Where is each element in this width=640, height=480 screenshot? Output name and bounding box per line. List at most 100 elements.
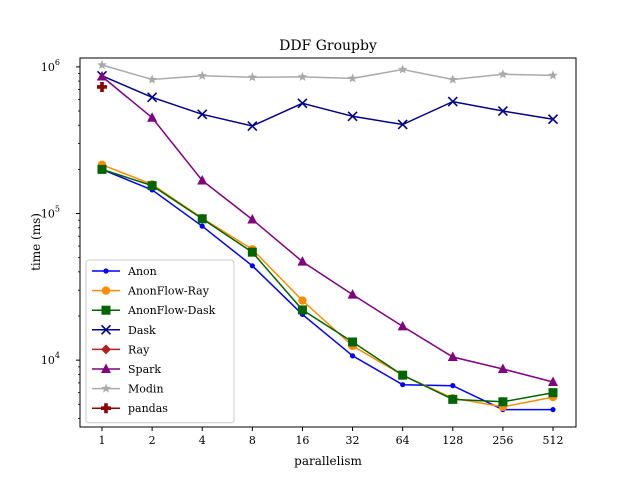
data-point — [100, 324, 112, 335]
data-point — [547, 114, 559, 125]
data-point — [297, 98, 308, 109]
x-tick-label: 8 — [249, 434, 256, 447]
data-point — [400, 382, 406, 388]
data-point — [97, 60, 107, 70]
legend-box — [85, 259, 235, 424]
legend-label: AnonFlow-Ray — [127, 285, 210, 298]
data-point — [447, 351, 458, 362]
data-point — [497, 363, 508, 374]
y-axis-label: time (ms) — [29, 213, 43, 271]
legend-label: pandas — [128, 402, 168, 415]
data-point — [147, 112, 158, 122]
legend-entry: AnonFlow-Ray — [92, 285, 210, 298]
legend-entry: Dask — [92, 324, 156, 337]
data-point — [498, 69, 508, 79]
legend-label: Spark — [128, 363, 161, 376]
data-point — [249, 263, 255, 269]
legend-entry: AnonFlow-Dask — [92, 304, 216, 317]
series-line — [101, 168, 554, 403]
series-pandas — [97, 81, 107, 92]
x-tick-label: 64 — [396, 434, 410, 447]
data-point — [397, 119, 408, 130]
legend: Anon AnonFlow-Ray AnonFlow-Dask Dask Ray Spar… — [85, 259, 235, 424]
legend-label: Modin — [128, 383, 164, 396]
data-point — [297, 256, 308, 266]
data-point — [348, 337, 358, 347]
series-line — [101, 75, 554, 383]
y-tick-label: 106 — [41, 58, 60, 74]
data-point — [450, 383, 456, 389]
data-point — [101, 363, 111, 373]
data-point — [548, 388, 558, 398]
data-point — [147, 92, 158, 103]
data-point — [97, 71, 107, 81]
data-point — [447, 96, 458, 107]
legend-entry: pandas — [92, 402, 168, 415]
data-point — [497, 105, 508, 117]
x-tick-label: 1 — [99, 434, 106, 447]
legend-label: AnonFlow-Dask — [127, 304, 216, 317]
x-tick-label: 512 — [543, 434, 564, 447]
data-point — [101, 286, 111, 295]
x-tick-label: 16 — [295, 434, 309, 447]
data-point — [347, 289, 358, 299]
legend-label: Anon — [127, 265, 157, 278]
data-point — [97, 164, 107, 174]
data-point — [247, 72, 258, 82]
data-point — [397, 320, 408, 331]
data-point — [448, 394, 458, 404]
data-point — [199, 223, 205, 229]
data-point — [247, 214, 258, 224]
x-tick-label: 32 — [346, 434, 360, 447]
data-point — [347, 73, 358, 83]
data-point — [298, 296, 307, 305]
data-point — [101, 403, 111, 414]
axes: 1 2 4 8 16 32 64 128 256 512 104 105 106 — [41, 58, 564, 447]
legend-entry: Ray — [92, 343, 150, 356]
data-point — [103, 268, 109, 274]
data-point — [347, 111, 358, 122]
y-tick-label: 105 — [41, 205, 60, 221]
data-point — [147, 181, 157, 191]
series-line — [101, 75, 554, 127]
legend-label: Ray — [128, 343, 150, 356]
data-point — [297, 71, 308, 81]
legend-entry: Anon — [92, 265, 157, 278]
chart-title: DDF Groupby — [279, 38, 377, 54]
plot-area — [96, 60, 559, 413]
data-point — [101, 383, 111, 393]
data-point — [197, 109, 208, 120]
x-tick-label: 4 — [199, 434, 206, 447]
data-point — [548, 376, 558, 386]
data-point — [498, 397, 508, 407]
data-point — [550, 406, 556, 413]
plot-frame — [79, 57, 577, 428]
data-point — [197, 174, 208, 185]
data-point — [398, 370, 408, 380]
series-spark — [97, 71, 558, 386]
data-point — [101, 305, 111, 315]
data-point — [247, 247, 257, 257]
data-point — [197, 214, 207, 224]
data-point — [147, 74, 157, 84]
data-point — [101, 344, 111, 355]
x-tick-label: 128 — [442, 434, 463, 447]
data-point — [247, 120, 258, 132]
legend-entry: Spark — [92, 363, 161, 376]
series-line — [101, 168, 553, 411]
data-point — [297, 305, 307, 315]
x-tick-label: 2 — [149, 434, 156, 447]
legend-label: Dask — [128, 324, 156, 337]
series-modin — [97, 60, 558, 84]
data-point — [349, 353, 356, 359]
data-point — [548, 70, 558, 80]
data-point — [197, 70, 207, 80]
series-line — [101, 164, 554, 408]
x-tick-label: 256 — [492, 434, 513, 447]
series-anonflow-dask — [97, 164, 558, 407]
legend-entry: Modin — [92, 383, 164, 396]
y-tick-label: 104 — [41, 351, 60, 367]
data-point — [97, 81, 107, 92]
x-axis-label: parallelism — [294, 454, 362, 468]
